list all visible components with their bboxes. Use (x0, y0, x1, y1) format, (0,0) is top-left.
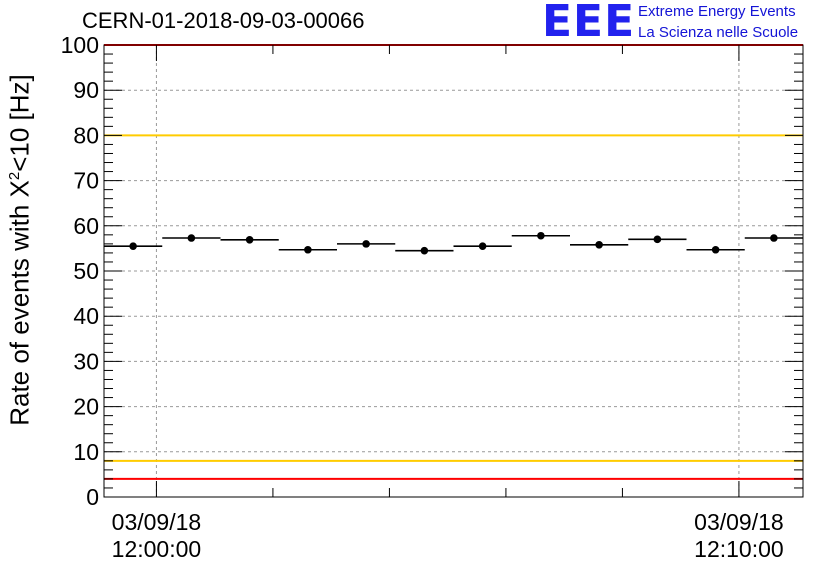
data-point (187, 234, 196, 242)
data-point (537, 231, 545, 240)
data-point (129, 242, 137, 250)
y-tick-labels: 0 10 20 30 40 50 60 70 80 90 100 (61, 32, 99, 510)
x-tick-label-time: 12:00:00 (112, 536, 202, 562)
data-point (420, 246, 429, 255)
y-tick-label: 10 (73, 439, 99, 465)
data-point (478, 242, 487, 250)
eee-logo: EEE (542, 0, 636, 47)
y-axis-label-suffix: <10 [Hz] (4, 74, 35, 172)
x-tick-label-date: 03/09/18 (112, 509, 202, 535)
reference-lines (104, 44, 803, 480)
y-tick-label: 0 (86, 484, 99, 510)
y-tick-label: 80 (73, 122, 99, 148)
y-tick-label: 50 (73, 258, 99, 284)
grid-lines (104, 45, 803, 497)
axis-ticks (104, 44, 803, 498)
y-axis-label-wrap: Rate of events with X2<10 [Hz] (0, 30, 40, 470)
logo-tagline-1: Extreme Energy Events (638, 3, 796, 20)
data-point (304, 245, 312, 254)
data-point (362, 240, 370, 248)
y-tick-label: 20 (73, 394, 99, 420)
x-tick-label-time: 12:10:00 (694, 536, 784, 562)
data-point (770, 234, 778, 242)
data-point (711, 245, 720, 254)
data-points (104, 231, 803, 255)
data-point (245, 236, 254, 244)
y-tick-label: 60 (73, 213, 99, 239)
y-axis-label: Rate of events with X2<10 [Hz] (5, 74, 36, 426)
y-tick-label: 40 (73, 303, 99, 329)
logo-tagline-2: La Scienza nelle Scuole (638, 24, 799, 41)
y-tick-label: 100 (61, 32, 99, 58)
y-axis-label-prefix: Rate of events with X (4, 180, 35, 426)
run-title: CERN-01-2018-09-03-00066 (82, 8, 365, 33)
data-point (653, 235, 662, 244)
y-axis-label-sup: 2 (5, 171, 23, 181)
y-tick-label: 30 (73, 348, 99, 374)
y-tick-label: 70 (73, 168, 99, 194)
data-point (595, 240, 603, 249)
x-tick-label-date: 03/09/18 (694, 509, 784, 535)
y-tick-label: 90 (73, 77, 99, 103)
